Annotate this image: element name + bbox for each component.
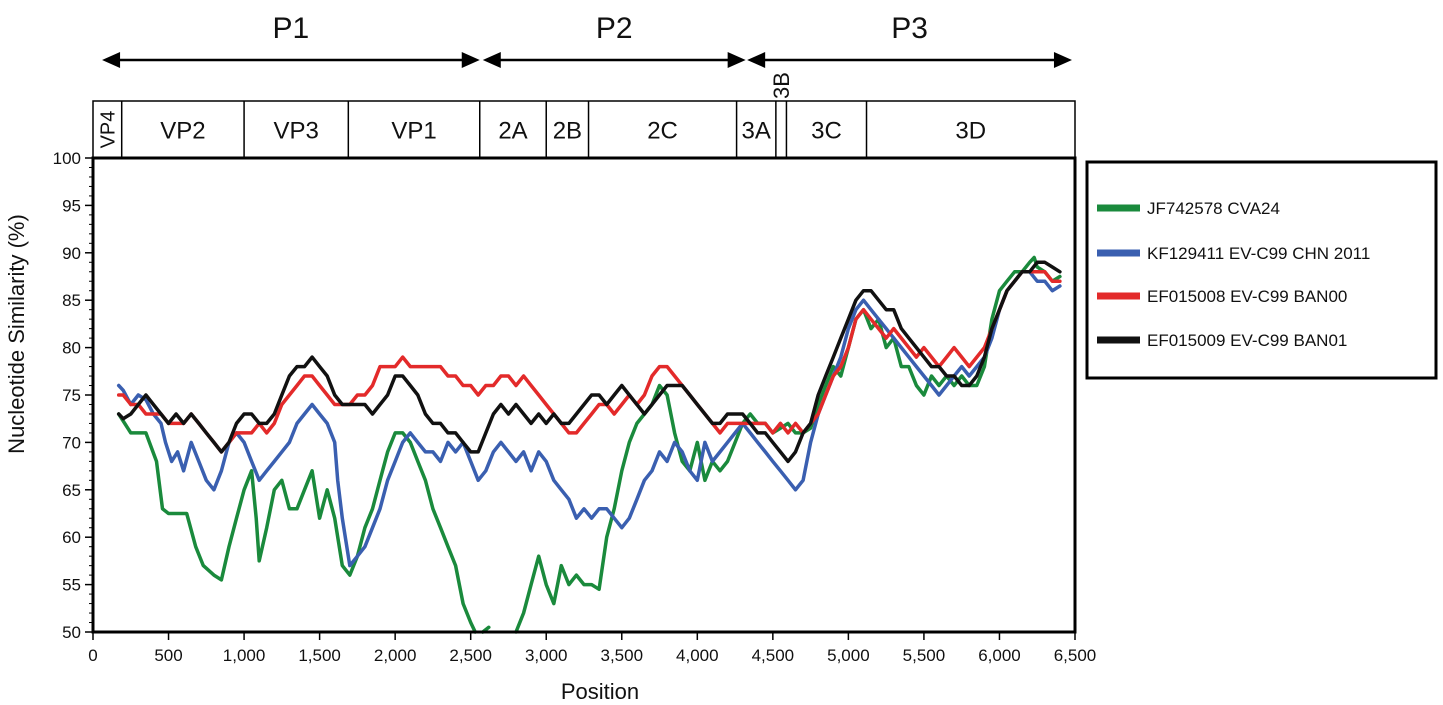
series-line-jf742578-cva24 xyxy=(116,412,477,634)
region-label: P3 xyxy=(891,12,928,45)
x-tick-label: 3,000 xyxy=(525,646,568,665)
x-tick-label: 5,000 xyxy=(827,646,870,665)
y-tick-label: 90 xyxy=(62,244,81,263)
x-axis-label: Position xyxy=(561,679,639,704)
series-line-jf742578-cva24 xyxy=(514,255,1062,634)
legend-label: KF129411 EV-C99 CHN 2011 xyxy=(1147,244,1370,263)
x-tick-label: 1,000 xyxy=(223,646,266,665)
y-tick-label: 50 xyxy=(62,623,81,642)
legend-label: EF015008 EV-C99 BAN00 xyxy=(1147,287,1347,306)
gene-label: 3C xyxy=(811,118,842,145)
gene-label: VP1 xyxy=(391,118,436,145)
gene-label: VP2 xyxy=(160,118,205,145)
region-label: P1 xyxy=(273,12,310,45)
x-tick-label: 5,500 xyxy=(903,646,946,665)
x-tick-label: 2,000 xyxy=(374,646,417,665)
gene-label: VP4 xyxy=(97,111,119,149)
arrowhead-right-icon xyxy=(727,52,746,68)
gene-map: VP4 VP2 VP3 VP1 2A 2B 2C 3A 3B 3C 3D xyxy=(92,72,1076,159)
x-tick-label: 6,000 xyxy=(978,646,1021,665)
gene-label: 2A xyxy=(498,118,527,145)
x-tick-label: 1,500 xyxy=(298,646,341,665)
region-arrows: P1 P2 P3 xyxy=(102,12,1072,68)
gene-label: 3D xyxy=(955,118,986,145)
x-tick-label: 2,500 xyxy=(449,646,492,665)
plot-frame xyxy=(91,156,1077,634)
y-axis-label: Nucleotide Similarity (%) xyxy=(4,214,29,454)
axes: 50 55 60 65 70 75 80 85 90 95 100 0 500 1,000 1,500 2,0… xyxy=(53,149,1097,665)
legend-frame xyxy=(1085,160,1438,380)
y-tick-label: 75 xyxy=(62,386,81,405)
gene-label: 3A xyxy=(742,118,771,145)
gene-label: 2B xyxy=(553,118,582,145)
y-tick-label: 95 xyxy=(62,196,81,215)
arrowhead-right-icon xyxy=(1053,52,1072,68)
gene-label: 3B xyxy=(769,72,794,99)
gene-label: 2C xyxy=(647,118,678,145)
region-label: P2 xyxy=(596,12,633,45)
x-tick-label: 4,000 xyxy=(676,646,719,665)
legend: JF742578 CVA24 KF129411 EV-C99 CHN 2011 EF… xyxy=(1085,160,1438,380)
legend-label: JF742578 CVA24 xyxy=(1147,199,1280,218)
gene-map-frame xyxy=(92,100,1076,159)
y-tick-label: 60 xyxy=(62,528,81,547)
plot-area xyxy=(116,255,1062,634)
series-line-kf129411-ev-c99-chn-2011 xyxy=(116,270,1062,568)
series-line-ef015009-ev-c99-ban01 xyxy=(116,260,1062,464)
y-tick-label: 85 xyxy=(62,291,81,310)
arrowhead-left-icon xyxy=(747,52,766,68)
y-tick-label: 100 xyxy=(53,149,81,168)
x-tick-label: 0 xyxy=(88,646,97,665)
legend-label: EF015009 EV-C99 BAN01 xyxy=(1147,331,1347,350)
y-tick-label: 65 xyxy=(62,481,81,500)
x-tick-label: 3,500 xyxy=(600,646,643,665)
x-tick-label: 500 xyxy=(154,646,182,665)
arrowhead-left-icon xyxy=(482,52,501,68)
y-tick-label: 70 xyxy=(62,433,81,452)
arrowhead-right-icon xyxy=(461,52,480,68)
x-tick-label: 4,500 xyxy=(752,646,795,665)
x-tick-label: 6,500 xyxy=(1054,646,1097,665)
gene-label: VP3 xyxy=(274,118,319,145)
y-tick-label: 80 xyxy=(62,339,81,358)
series-line-ef015008-ev-c99-ban00 xyxy=(116,270,1062,454)
arrowhead-left-icon xyxy=(102,52,121,68)
y-tick-label: 55 xyxy=(62,576,81,595)
